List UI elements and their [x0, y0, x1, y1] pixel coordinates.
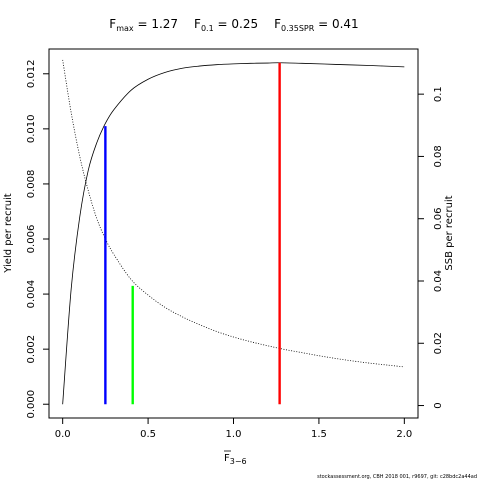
title-fmax-main: F	[109, 17, 116, 31]
y-left-tick-label: 0.006	[26, 225, 37, 254]
y-left-tick-label: 0.000	[26, 390, 37, 419]
x-axis-title: F3−6	[224, 450, 247, 466]
y-left-tick-label: 0.004	[26, 280, 37, 309]
x-axis-title-main: F	[224, 453, 230, 464]
y-left-tick-label: 0.002	[26, 335, 37, 364]
x-tick-label: 1.0	[226, 429, 242, 440]
ssb-per-recruit-line	[62, 59, 405, 368]
title-fspr-value: = 0.41	[314, 17, 358, 31]
left-axis: 0.000 0.002 0.004 0.006 0.008 0.010 0.012	[26, 59, 49, 419]
title-f01-value: = 0.25	[214, 17, 258, 31]
title-fspr-main: F	[274, 17, 281, 31]
x-tick-label: 0.5	[140, 429, 156, 440]
y-left-tick-label: 0.010	[26, 115, 37, 144]
yield-per-recruit-line	[62, 62, 405, 405]
y-right-tick-label: 0.06	[433, 208, 444, 230]
title-f01-sub: 0.1	[201, 24, 214, 33]
right-axis: 0 0.02 0.04 0.06 0.08 0.1	[418, 86, 444, 409]
x-tick-label: 2.0	[396, 429, 412, 440]
x-axis: 0.0 0.5 1.0 1.5 2.0	[55, 418, 412, 440]
y-right-tick-label: 0.02	[433, 332, 444, 354]
svg-text:F3−6: F3−6	[224, 453, 247, 466]
y-left-tick-label: 0.008	[26, 170, 37, 199]
y-left-axis-title: Yield per recruit	[3, 193, 14, 274]
footer-note: stockassessment.org, CBH 2018 001, r9697…	[317, 474, 477, 480]
title-fmax-value: = 1.27	[134, 17, 178, 31]
y-right-tick-label: 0	[433, 402, 444, 408]
x-tick-label: 0.0	[55, 429, 71, 440]
title-fmax-sub: max	[116, 24, 134, 33]
y-right-tick-label: 0.1	[433, 86, 444, 102]
title-f01-main: F	[194, 17, 201, 31]
chart-title: Fmax = 1.27 F0.1 = 0.25 F0.35SPR = 0.41	[109, 17, 358, 33]
y-right-tick-label: 0.04	[433, 270, 444, 292]
reference-lines	[104, 62, 281, 405]
y-right-axis-title: SSB per recruit	[444, 195, 455, 270]
y-left-tick-label: 0.012	[26, 59, 37, 88]
x-tick-label: 1.5	[311, 429, 327, 440]
title-fspr-sub: 0.35SPR	[281, 24, 315, 33]
y-right-tick-label: 0.08	[433, 145, 444, 167]
series-group	[62, 59, 405, 405]
x-axis-title-sub: 3−6	[230, 457, 247, 466]
